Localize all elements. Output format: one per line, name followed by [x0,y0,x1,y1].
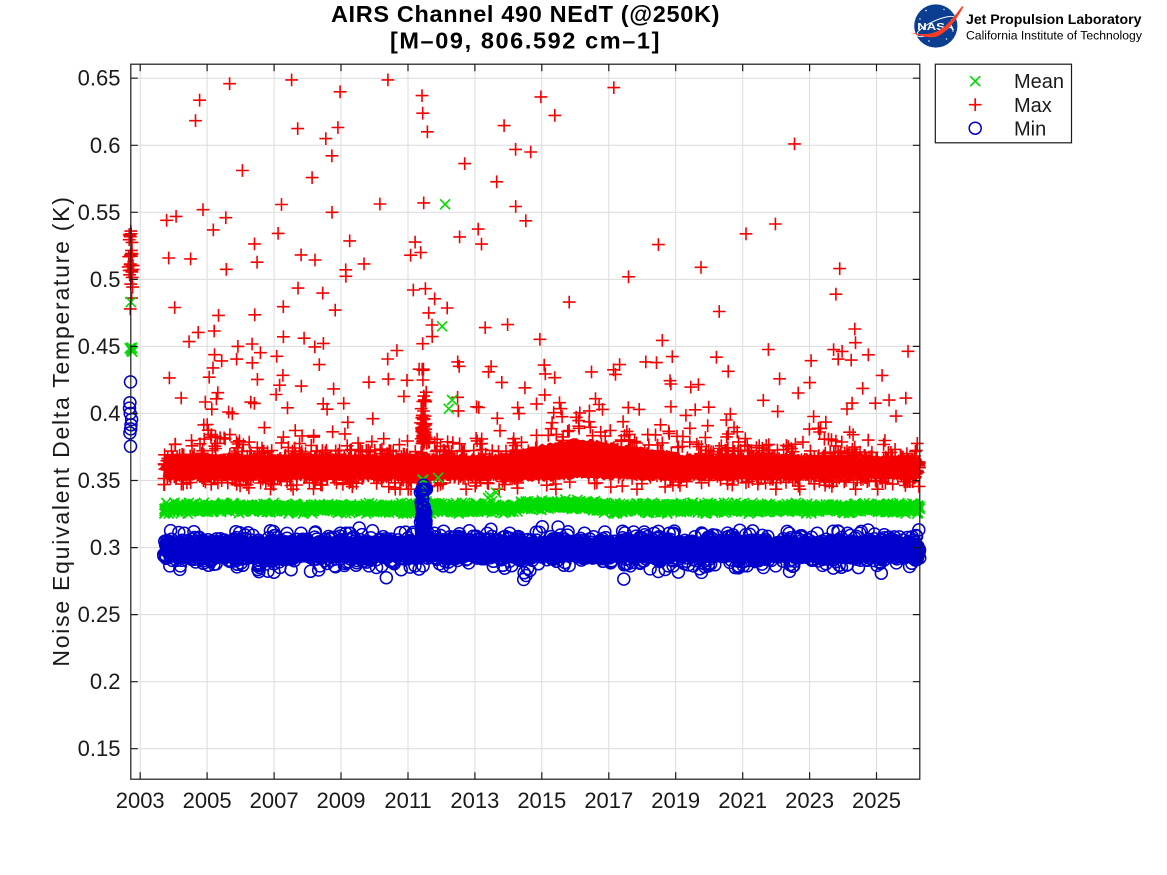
svg-text:AIRS Channel 490 NEdT (@250K): AIRS Channel 490 NEdT (@250K) [331,1,720,27]
svg-text:0.65: 0.65 [78,66,121,91]
svg-text:0.2: 0.2 [90,669,121,694]
svg-text:2021: 2021 [718,788,767,813]
svg-text:2019: 2019 [651,788,700,813]
svg-text:Min: Min [1014,119,1046,141]
svg-text:0.15: 0.15 [78,736,121,761]
svg-text:2023: 2023 [785,788,834,813]
svg-text:2011: 2011 [384,788,431,813]
svg-text:2025: 2025 [852,788,901,813]
svg-text:2017: 2017 [584,788,633,813]
svg-text:0.3: 0.3 [90,535,121,560]
svg-text:2005: 2005 [183,788,232,813]
svg-text:0.5: 0.5 [90,267,121,292]
svg-text:2003: 2003 [116,788,165,813]
svg-text:0.35: 0.35 [78,468,121,493]
svg-text:0.4: 0.4 [90,401,121,426]
svg-text:Mean: Mean [1014,71,1064,93]
svg-text:Max: Max [1014,95,1052,117]
svg-text:Noise Equivalent Delta Tempera: Noise Equivalent Delta Temperature (K) [48,195,74,666]
svg-text:2013: 2013 [450,788,499,813]
svg-text:0.25: 0.25 [78,602,121,627]
svg-text:2015: 2015 [517,788,566,813]
svg-text:0.45: 0.45 [78,334,121,359]
svg-text:2009: 2009 [317,788,366,813]
svg-text:California Institute of Techno: California Institute of Technology [966,29,1143,43]
svg-text:0.55: 0.55 [78,200,121,225]
svg-text:[M–09, 806.592 cm–1]: [M–09, 806.592 cm–1] [390,28,661,54]
svg-text:2007: 2007 [250,788,299,813]
svg-text:0.6: 0.6 [90,133,121,158]
svg-text:Jet Propulsion Laboratory: Jet Propulsion Laboratory [966,11,1142,27]
